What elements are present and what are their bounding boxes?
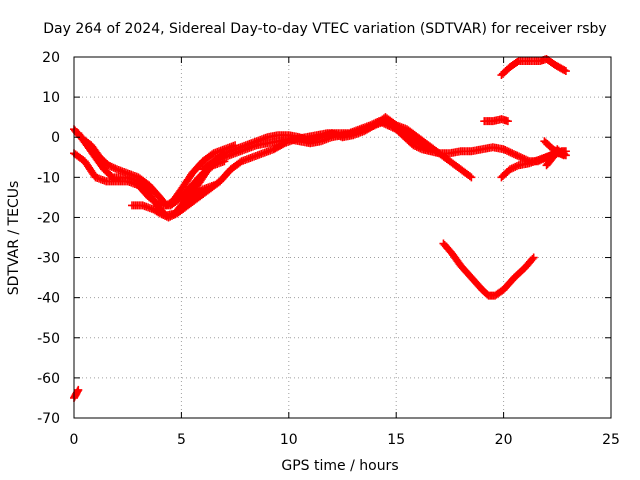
y-tick-label: -60: [37, 371, 60, 387]
tick-layer: [73, 56, 612, 419]
y-tick-label: -70: [37, 411, 60, 427]
series-track-l: [497, 55, 570, 80]
data-point: [422, 144, 431, 153]
y-tick-label: -40: [37, 291, 60, 307]
series-track-g: [439, 239, 538, 300]
x-axis-label: GPS time / hours: [281, 458, 398, 474]
data-point: [512, 162, 521, 171]
data-point: [74, 385, 83, 394]
y-tick-label: 10: [42, 90, 60, 106]
data-point: [559, 151, 568, 160]
y-tick-label: -20: [37, 210, 60, 226]
x-tick-label: 20: [495, 432, 513, 448]
series-track-k: [480, 115, 512, 126]
chart-title: Day 264 of 2024, Sidereal Day-to-day VTE…: [43, 21, 606, 37]
series-track-j: [540, 137, 568, 160]
y-axis-label: SDTVAR / TECUs: [6, 181, 22, 296]
data-point: [465, 172, 474, 181]
data-point: [503, 117, 512, 126]
data-point: [561, 67, 570, 76]
data-point: [467, 173, 476, 182]
x-tick-label: 5: [177, 432, 186, 448]
y-tick-label: -50: [37, 331, 60, 347]
x-tick-label: 25: [602, 432, 620, 448]
data-layer: [70, 55, 570, 402]
y-tick-label: 0: [51, 130, 60, 146]
y-tick-label: -30: [37, 251, 60, 267]
x-tick-label: 15: [387, 432, 405, 448]
series-track-f: [198, 117, 433, 174]
data-point: [560, 66, 569, 75]
x-tick-label: 10: [280, 432, 298, 448]
x-tick-label: 0: [70, 432, 79, 448]
y-tick-label: -10: [37, 170, 60, 186]
y-tick-label: 20: [42, 50, 60, 66]
data-point: [424, 145, 433, 154]
data-point: [529, 253, 538, 262]
label-layer: 0 5 10 15 20 25 -70 -60 -50 -40 -30 -20 -10 0 10 20: [37, 50, 620, 448]
data-point: [528, 254, 537, 263]
data-point: [111, 164, 120, 173]
plot-frame: [73, 56, 612, 419]
